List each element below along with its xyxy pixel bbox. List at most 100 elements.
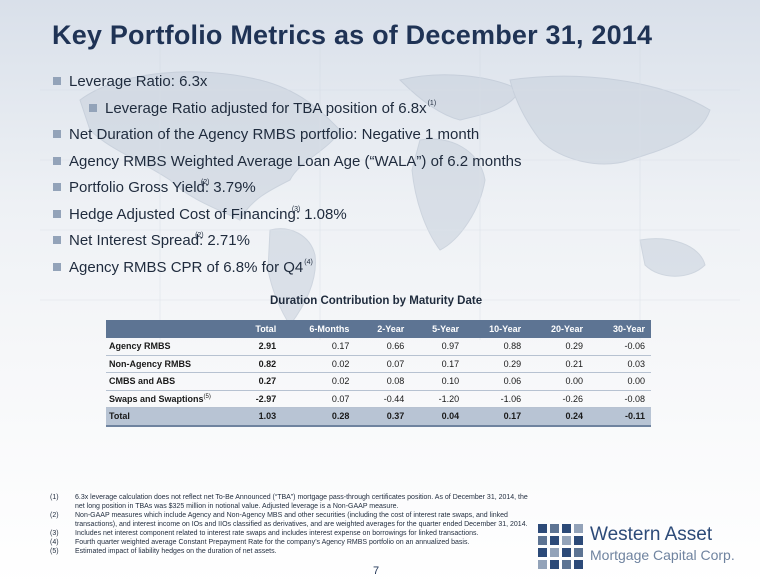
cell: 0.82 bbox=[236, 355, 283, 373]
table-header-row: Total 6-Months 2-Year 5-Year 10-Year 20-… bbox=[106, 320, 651, 338]
cell: 0.27 bbox=[236, 372, 283, 391]
cell: 0.17 bbox=[465, 407, 528, 427]
cell: 0.29 bbox=[465, 355, 528, 373]
page-number: 7 bbox=[373, 565, 380, 577]
cell: -1.06 bbox=[465, 390, 528, 408]
cell: 0.07 bbox=[282, 390, 356, 408]
header-cell: 5-Year bbox=[410, 320, 466, 338]
table-row: Swaps and Swaptions(5) -2.97 0.07 -0.44 … bbox=[106, 390, 651, 408]
header-cell bbox=[106, 320, 236, 338]
cell: 0.00 bbox=[589, 372, 651, 391]
cell: 0.37 bbox=[355, 407, 411, 427]
bullet-value: : 2.71% bbox=[199, 232, 250, 249]
cell: 0.88 bbox=[465, 338, 528, 356]
duration-table-title: Duration Contribution by Maturity Date bbox=[270, 295, 483, 307]
cell: -0.11 bbox=[589, 407, 651, 427]
bullet-square-icon bbox=[53, 262, 61, 271]
bullet-value: : 3.79% bbox=[204, 179, 256, 196]
footnote-text: 6.3x leverage calculation does not refle… bbox=[75, 494, 528, 510]
metrics-bullet-list: Leverage Ratio: 6.3x Leverage Ratio adju… bbox=[52, 72, 692, 284]
cell: 0.10 bbox=[410, 372, 466, 391]
table-total-row: Total 1.03 0.28 0.37 0.04 0.17 0.24 -0.1… bbox=[106, 407, 651, 427]
footnote-marker: (2) bbox=[195, 232, 204, 239]
cell: 0.07 bbox=[355, 355, 411, 373]
header-cell: 2-Year bbox=[355, 320, 411, 338]
footnote-item: (2) Non-GAAP measures which include Agen… bbox=[50, 511, 530, 529]
bullet-square-icon bbox=[53, 183, 61, 191]
footnote-marker: (2) bbox=[200, 179, 210, 186]
footnotes: (1) 6.3x leverage calculation does not r… bbox=[50, 493, 530, 556]
bullet-text: Agency RMBS Weighted Average Loan Age (“… bbox=[69, 152, 522, 170]
cell: 0.21 bbox=[527, 355, 590, 373]
footnote-text: Estimated impact of liability hedges on … bbox=[75, 548, 277, 555]
bullet-square-icon bbox=[53, 236, 61, 244]
cell: -0.26 bbox=[527, 390, 590, 408]
footnote-number: (3) bbox=[50, 530, 59, 537]
table-row: Non-Agency RMBS 0.82 0.02 0.07 0.17 0.29… bbox=[106, 355, 651, 373]
footnote-number: (2) bbox=[50, 512, 59, 519]
cell: 0.24 bbox=[527, 407, 590, 427]
header-cell: 30-Year bbox=[589, 320, 651, 338]
cell: 0.66 bbox=[355, 338, 411, 356]
footnote-text: Fourth quarter weighted average Constant… bbox=[75, 539, 470, 546]
cell: 0.02 bbox=[282, 372, 356, 391]
bullet-net-interest-spread: Net Interest Spread (2): 2.71% bbox=[52, 231, 692, 258]
cell: -0.08 bbox=[589, 390, 651, 408]
bullet-square-icon bbox=[53, 77, 61, 85]
row-label: Agency RMBS bbox=[106, 338, 236, 356]
cell: -0.06 bbox=[589, 338, 651, 356]
bullet-value: : 1.08% bbox=[295, 205, 347, 223]
row-label: Swaps and Swaptions(5) bbox=[106, 390, 236, 408]
row-label-text: Swaps and Swaptions bbox=[109, 393, 204, 404]
cell: 0.29 bbox=[527, 338, 590, 356]
bullet-square-icon bbox=[53, 209, 61, 218]
cell: 0.08 bbox=[355, 372, 411, 391]
header-cell: 20-Year bbox=[527, 320, 590, 338]
bullet-square-icon bbox=[53, 130, 61, 138]
bullet-text: Agency RMBS CPR of 6.8% for Q4 bbox=[69, 258, 304, 276]
cell: 0.04 bbox=[410, 407, 466, 427]
bullet-text: Leverage Ratio adjusted for TBA position… bbox=[105, 99, 427, 117]
cell: 1.03 bbox=[236, 407, 283, 427]
footnote-item: (4) Fourth quarter weighted average Cons… bbox=[50, 538, 530, 547]
row-label: Non-Agency RMBS bbox=[106, 355, 236, 373]
footnote-number: (1) bbox=[50, 494, 59, 501]
footnote-item: (5) Estimated impact of liability hedges… bbox=[50, 547, 530, 556]
cell: 0.17 bbox=[282, 338, 356, 356]
logo-text: Western Asset Mortgage Capital Corp. bbox=[590, 524, 735, 564]
bullet-leverage-ratio: Leverage Ratio: 6.3x bbox=[52, 72, 692, 99]
table-row: Agency RMBS 2.91 0.17 0.66 0.97 0.88 0.2… bbox=[106, 338, 651, 356]
bullet-text: Portfolio Gross Yield bbox=[69, 179, 205, 196]
cell: -1.20 bbox=[410, 390, 466, 408]
cell: -2.97 bbox=[236, 390, 283, 408]
bullet-square-icon bbox=[53, 156, 61, 165]
footnote-marker: (5) bbox=[203, 393, 211, 400]
footnote-marker: (1) bbox=[427, 99, 437, 107]
cell: 0.28 bbox=[282, 407, 356, 427]
world-map-watermark bbox=[40, 40, 740, 340]
company-logo: Western Asset Mortgage Capital Corp. bbox=[536, 522, 736, 572]
header-cell: 10-Year bbox=[465, 320, 528, 338]
bullet-text: Leverage Ratio: 6.3x bbox=[69, 73, 208, 90]
bullet-text: Hedge Adjusted Cost of Financing bbox=[69, 205, 296, 223]
cell: 0.06 bbox=[465, 372, 528, 391]
table-row: CMBS and ABS 0.27 0.02 0.08 0.10 0.06 0.… bbox=[106, 372, 651, 391]
bullet-wala: Agency RMBS Weighted Average Loan Age (“… bbox=[52, 152, 692, 179]
bullet-cpr: Agency RMBS CPR of 6.8% for Q4 (4) bbox=[52, 258, 692, 285]
bullet-gross-yield: Portfolio Gross Yield (2): 3.79% bbox=[52, 178, 692, 205]
footnote-text: Non-GAAP measures which include Agency a… bbox=[75, 512, 528, 528]
logo-mosaic-icon bbox=[538, 524, 583, 569]
page-title: Key Portfolio Metrics as of December 31,… bbox=[52, 20, 653, 50]
footnote-item: (3) Includes net interest component rela… bbox=[50, 529, 530, 538]
footnote-marker: (3) bbox=[291, 205, 301, 213]
footnote-item: (1) 6.3x leverage calculation does not r… bbox=[50, 493, 530, 511]
footnote-marker: (4) bbox=[304, 258, 313, 266]
row-label: CMBS and ABS bbox=[106, 372, 236, 391]
cell: 0.00 bbox=[527, 372, 590, 391]
bullet-text: Net Duration of the Agency RMBS portfoli… bbox=[69, 126, 480, 143]
bullet-cost-of-financing: Hedge Adjusted Cost of Financing (3): 1.0… bbox=[52, 205, 692, 232]
cell: 0.03 bbox=[589, 355, 651, 373]
cell: -0.44 bbox=[355, 390, 411, 408]
cell: 0.17 bbox=[410, 355, 466, 373]
bullet-square-icon bbox=[89, 103, 97, 112]
